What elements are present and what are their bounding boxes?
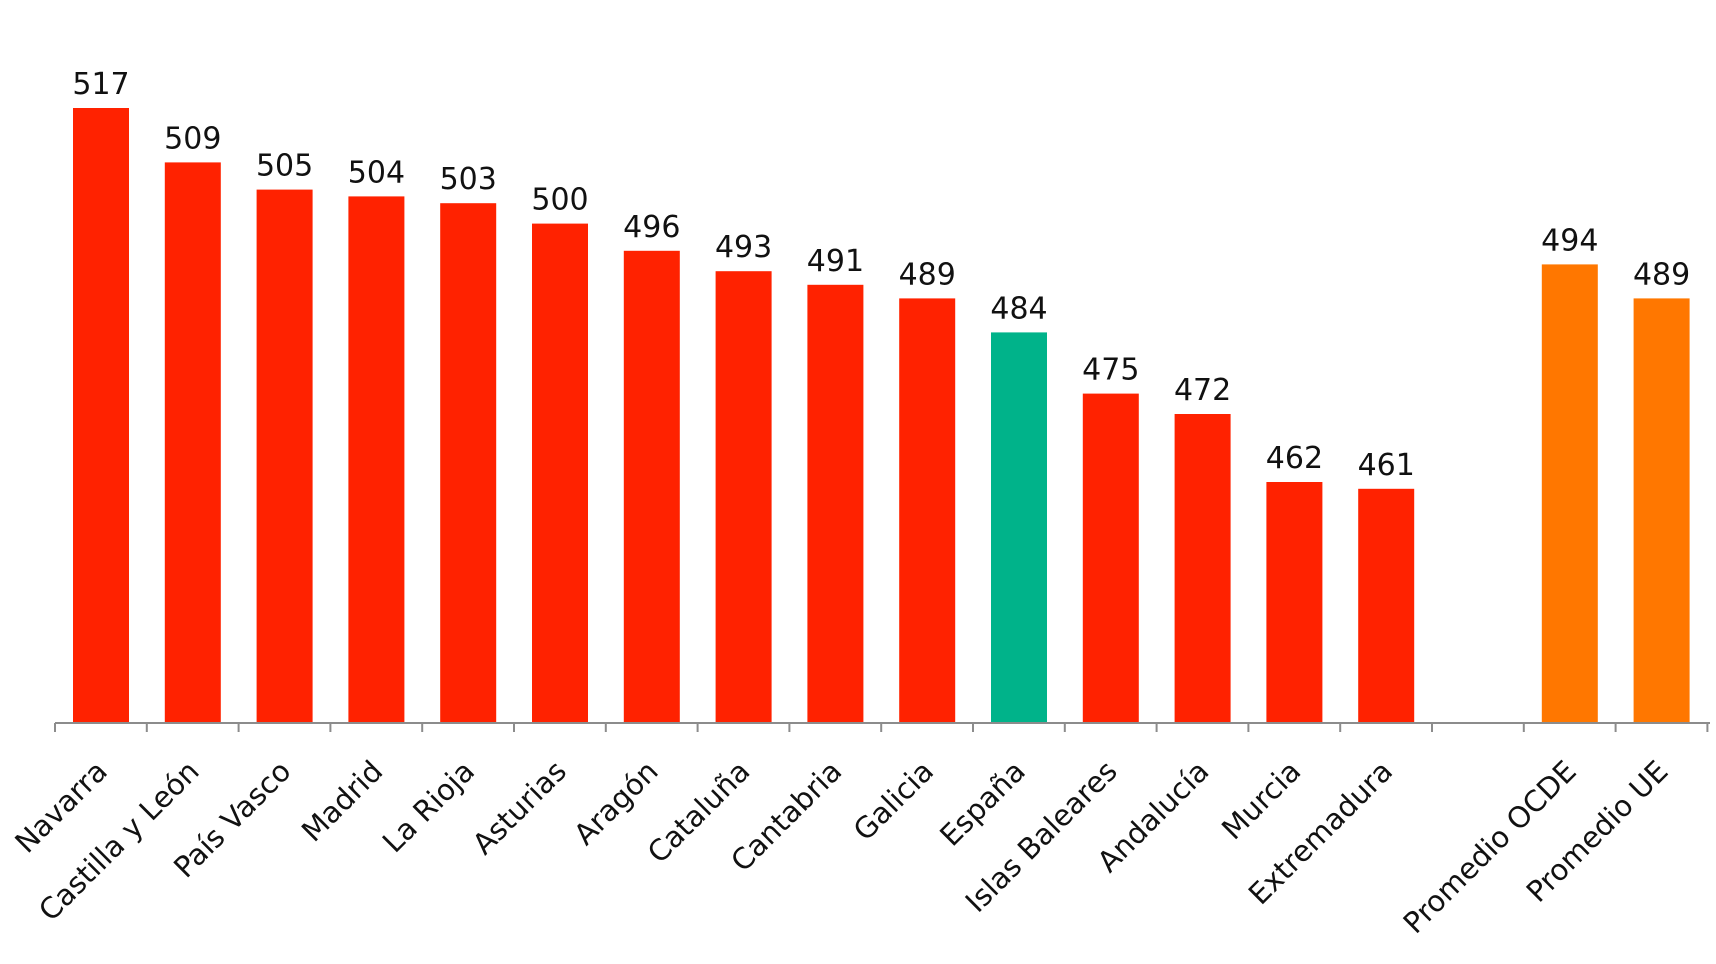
data-label: 493 xyxy=(715,230,772,265)
bar-region xyxy=(532,223,588,723)
bar-region xyxy=(256,189,313,724)
category-label: Asturias xyxy=(466,754,573,861)
bars-layer xyxy=(73,108,1690,724)
category-label: Castilla y León xyxy=(32,754,206,928)
data-label: 500 xyxy=(531,183,588,218)
bar-region xyxy=(348,196,405,723)
bar-national xyxy=(991,332,1047,723)
bar-average xyxy=(1541,264,1598,723)
x-axis xyxy=(54,722,1710,732)
category-label: La Rioja xyxy=(376,754,481,859)
data-label: 475 xyxy=(1082,353,1139,388)
data-label: 462 xyxy=(1266,441,1323,476)
value-labels-layer: 517 509 505 504 503 500 496 493 491 489 484 475 472 4… xyxy=(72,67,1690,483)
bar-region xyxy=(1358,488,1415,723)
data-label: 504 xyxy=(348,155,405,190)
data-label: 509 xyxy=(164,121,221,156)
data-label: 484 xyxy=(990,291,1047,326)
bar-region xyxy=(1082,393,1139,723)
bar-region xyxy=(1266,482,1323,723)
data-label: 461 xyxy=(1358,448,1415,483)
category-label: Galicia xyxy=(847,754,940,847)
bar-region xyxy=(807,284,864,723)
category-label: Promedio OCDE xyxy=(1397,754,1583,940)
bar-region xyxy=(440,203,497,723)
bar-region xyxy=(73,108,129,723)
data-label: 491 xyxy=(807,244,864,279)
data-label: 489 xyxy=(1633,257,1690,292)
bar-region xyxy=(164,162,221,723)
bar-region xyxy=(899,298,956,723)
bar-region xyxy=(715,271,772,723)
data-label: 517 xyxy=(72,67,129,102)
data-label: 503 xyxy=(440,162,497,197)
bar-region xyxy=(1174,414,1231,723)
category-label: Madrid xyxy=(295,754,389,848)
data-label: 489 xyxy=(899,257,956,292)
data-label: 505 xyxy=(256,149,313,184)
category-label: Murcia xyxy=(1215,754,1307,846)
data-label: 494 xyxy=(1541,223,1598,258)
bar-region xyxy=(623,250,680,724)
data-label: 496 xyxy=(623,210,680,245)
data-label: 472 xyxy=(1174,373,1231,408)
bar-average xyxy=(1633,298,1690,723)
